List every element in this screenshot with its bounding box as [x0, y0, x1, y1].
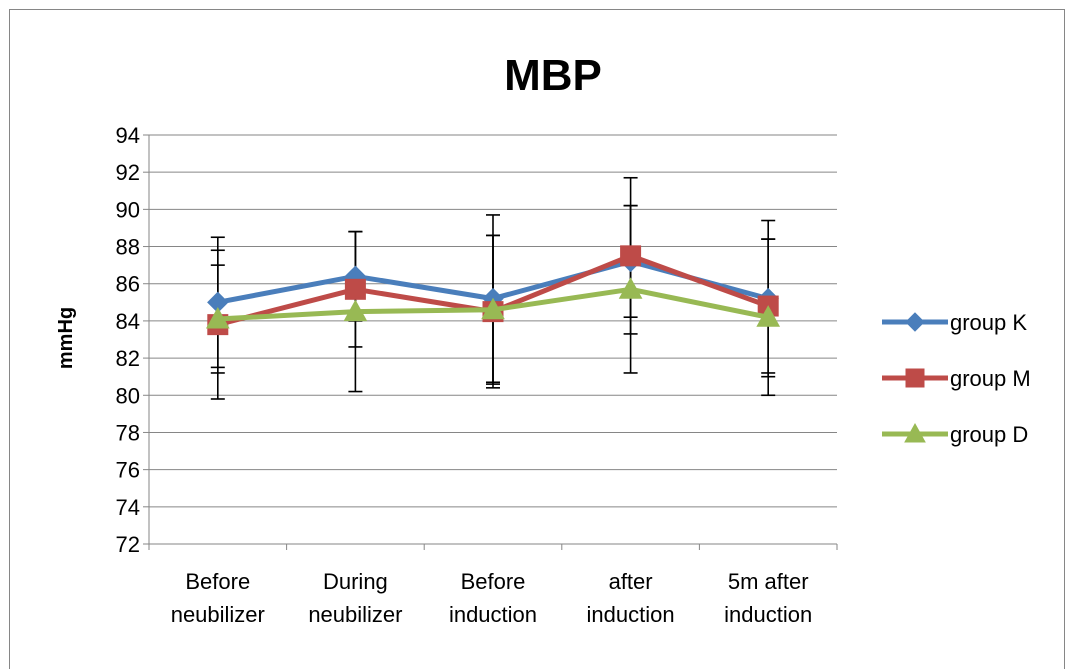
- legend-marker: [904, 422, 926, 443]
- x-category-label: neubilizer: [308, 602, 402, 627]
- y-tick-label: 80: [116, 383, 140, 408]
- y-tick-label: 72: [116, 532, 140, 557]
- legend-marker: [905, 312, 925, 332]
- legend-label: group M: [950, 366, 1031, 391]
- legend-marker: [905, 368, 925, 388]
- y-tick-label: 74: [116, 495, 140, 520]
- series-lines: [205, 245, 781, 336]
- x-category-label: neubilizer: [171, 602, 265, 627]
- y-tick-label: 86: [116, 272, 140, 297]
- chart-title: MBP: [504, 51, 602, 100]
- data-point: [618, 277, 643, 299]
- mbp-line-chart: MBP mmHg 72 74 76 78 80 82 84 86 88 90 92 94 Before n…: [55, 51, 1031, 627]
- chart-frame: [9, 9, 1065, 669]
- axes: 72 74 76 78 80 82 84 86 88 90 92 94 Before neubilizer…: [116, 123, 838, 627]
- x-category-label: induction: [724, 602, 812, 627]
- x-category-label: after: [609, 569, 653, 594]
- y-tick-label: 92: [116, 160, 140, 185]
- legend-label: group K: [950, 310, 1027, 335]
- x-category-label: 5m after: [728, 569, 809, 594]
- x-category-label: During: [323, 569, 388, 594]
- y-tick-label: 90: [116, 197, 140, 222]
- legend-label: group D: [950, 422, 1028, 447]
- y-tick-label: 94: [116, 123, 140, 148]
- y-tick-label: 82: [116, 346, 140, 371]
- y-tick-label: 76: [116, 458, 140, 483]
- x-category-label: Before: [185, 569, 250, 594]
- y-tick-label: 88: [116, 235, 140, 260]
- data-point: [756, 305, 781, 327]
- data-point: [205, 307, 230, 329]
- x-category-label: induction: [449, 602, 537, 627]
- data-point: [620, 245, 642, 267]
- x-category-label: induction: [587, 602, 675, 627]
- y-tick-label: 78: [116, 420, 140, 445]
- x-category-label: Before: [461, 569, 526, 594]
- data-point: [481, 297, 505, 320]
- y-axis-title: mmHg: [55, 307, 77, 369]
- legend: group K group M group D: [882, 310, 1031, 447]
- data-point: [344, 278, 366, 300]
- y-tick-label: 84: [116, 309, 140, 334]
- data-point: [343, 299, 368, 322]
